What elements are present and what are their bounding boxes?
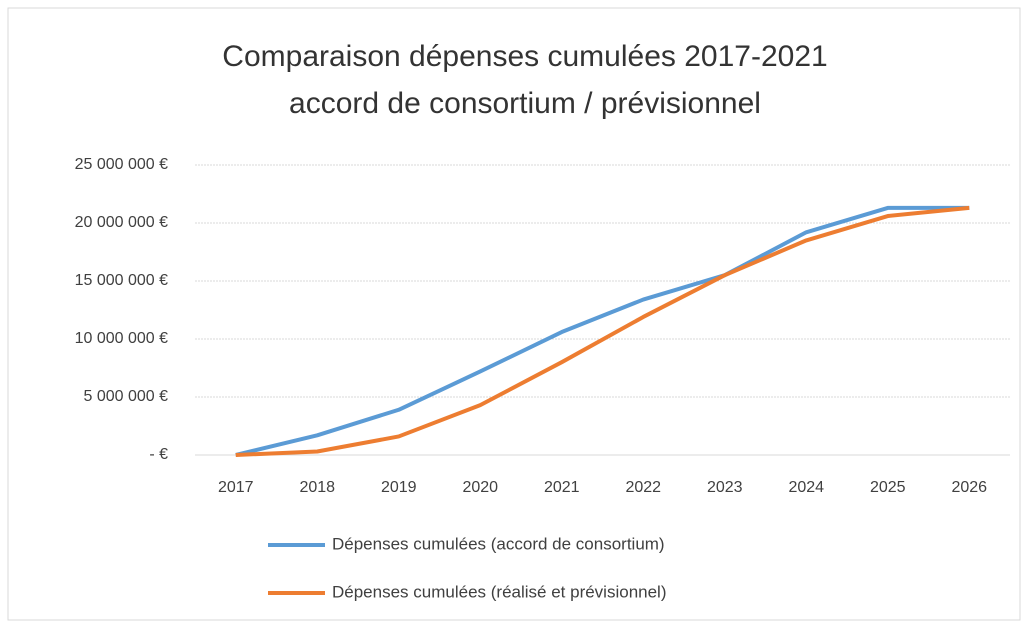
legend-label: Dépenses cumulées (accord de consortium) bbox=[332, 534, 665, 553]
y-tick-label: 15 000 000 € bbox=[75, 272, 169, 289]
chart-title: accord de consortium / prévisionnel bbox=[289, 87, 761, 120]
x-tick-label: 2026 bbox=[951, 479, 987, 496]
y-tick-label: 10 000 000 € bbox=[75, 330, 169, 347]
x-tick-label: 2023 bbox=[707, 479, 743, 496]
chart-frame bbox=[7, 7, 1021, 621]
x-tick-label: 2020 bbox=[462, 479, 498, 496]
y-tick-label: 25 000 000 € bbox=[75, 156, 169, 173]
x-tick-label: 2025 bbox=[870, 479, 906, 496]
data-line bbox=[235, 205, 970, 457]
chart-title: Comparaison dépenses cumulées 2017-2021 bbox=[222, 40, 827, 73]
y-tick-label: 20 000 000 € bbox=[75, 214, 169, 231]
x-tick-label: 2019 bbox=[381, 479, 417, 496]
data-line bbox=[235, 205, 970, 457]
x-tick-label: 2021 bbox=[544, 479, 580, 496]
x-tick-label: 2017 bbox=[218, 479, 254, 496]
y-tick-label: 5 000 000 € bbox=[83, 388, 168, 405]
legend-label: Dépenses cumulées (réalisé et prévisionn… bbox=[332, 582, 667, 601]
x-tick-label: 2018 bbox=[299, 479, 335, 496]
x-tick-label: 2024 bbox=[788, 479, 824, 496]
x-tick-label: 2022 bbox=[625, 479, 661, 496]
y-tick-label: - € bbox=[149, 446, 168, 463]
